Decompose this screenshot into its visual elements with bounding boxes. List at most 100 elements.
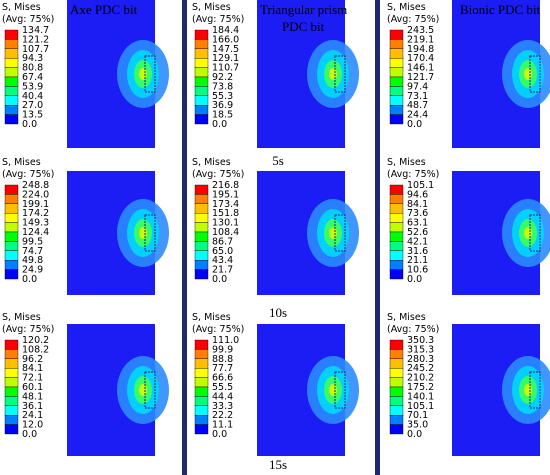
legend-header: S, Mises <box>2 157 41 168</box>
legend-swatch <box>389 349 404 359</box>
bit-mesh <box>334 371 346 409</box>
legend-header: (Avg: 75%) <box>192 14 244 25</box>
legend-swatch <box>194 212 209 223</box>
bit-mesh <box>334 55 346 93</box>
legend-value: 0.0 <box>407 274 422 285</box>
legend-value: 24.9 <box>22 265 43 276</box>
legend-value: 219.1 <box>407 34 434 45</box>
legend-value: 65.0 <box>212 246 233 257</box>
divider <box>182 0 187 475</box>
divider <box>375 0 380 475</box>
legend-value: 53.9 <box>22 81 43 92</box>
legend-value: 248.8 <box>22 180 49 191</box>
legend-swatch <box>389 222 404 233</box>
legend-value: 0.0 <box>407 429 422 440</box>
legend-value: 0.0 <box>407 119 422 130</box>
legend-value: 13.5 <box>22 110 43 121</box>
legend-header: (Avg: 75%) <box>387 169 439 180</box>
legend-swatch <box>194 104 209 115</box>
time-label: 10s <box>269 305 287 320</box>
bit-mesh <box>334 214 346 252</box>
legend-swatch <box>389 260 404 270</box>
legend-swatch <box>389 368 404 378</box>
legend-value: 55.5 <box>212 382 233 393</box>
legend-value: 147.5 <box>212 44 239 55</box>
legend-header: (Avg: 75%) <box>192 169 244 180</box>
legend-swatch <box>194 415 209 425</box>
legend-swatch <box>4 203 19 214</box>
legend-value: 130.1 <box>212 218 239 229</box>
legend-swatch <box>4 67 19 78</box>
legend-swatch <box>389 424 404 435</box>
legend-swatch <box>4 358 19 369</box>
legend-value: 92.2 <box>212 72 233 83</box>
legend-header: S, Mises <box>192 2 231 13</box>
column-title: PDC bit <box>282 19 325 34</box>
legend-swatch <box>194 58 209 68</box>
legend-header: S, Mises <box>192 157 231 168</box>
legend-swatch <box>194 231 209 242</box>
legend-swatch <box>4 269 19 280</box>
legend-value: 48.1 <box>22 391 43 402</box>
legend-swatch <box>4 95 19 106</box>
legend-swatch <box>389 269 404 280</box>
legend-value: 0.0 <box>212 429 227 440</box>
legend-value: 18.5 <box>212 110 233 121</box>
legend-value: 35.0 <box>407 420 428 431</box>
legend-value: 111.0 <box>212 335 239 346</box>
legend-swatch <box>4 222 19 233</box>
legend-value: 70.1 <box>407 410 428 421</box>
legend-header: (Avg: 75%) <box>2 324 54 335</box>
legend-value: 73.1 <box>407 91 428 102</box>
stress-contour <box>139 68 147 80</box>
legend-value: 77.7 <box>212 363 233 374</box>
legend-swatch <box>194 29 209 40</box>
legend-value: 84.1 <box>407 199 428 210</box>
legend-value: 94.3 <box>22 53 43 64</box>
legend-value: 10.6 <box>407 265 428 276</box>
legend-swatch <box>389 29 404 40</box>
legend-header: S, Mises <box>387 312 426 323</box>
legend-value: 121.7 <box>407 72 434 83</box>
legend-value: 24.1 <box>22 410 43 421</box>
legend-swatch <box>194 368 209 378</box>
legend-value: 224.0 <box>22 189 49 200</box>
bit-mesh <box>529 55 541 93</box>
legend-value: 12.0 <box>22 420 43 431</box>
stress-contour <box>329 227 337 239</box>
legend-value: 151.8 <box>212 208 239 219</box>
legend-value: 175.2 <box>407 382 434 393</box>
legend-swatch <box>389 114 404 125</box>
legend-value: 86.7 <box>212 236 233 247</box>
legend-swatch <box>389 386 404 397</box>
legend-value: 99.5 <box>22 236 43 247</box>
legend-value: 243.5 <box>407 25 434 36</box>
legend-swatch <box>389 241 404 251</box>
legend-swatch <box>194 339 209 350</box>
legend-swatch <box>4 114 19 125</box>
legend-swatch <box>389 67 404 78</box>
legend-value: 0.0 <box>22 274 37 285</box>
legend-swatch <box>194 424 209 435</box>
column-title: Triangular prism <box>260 2 347 17</box>
legend-header: (Avg: 75%) <box>2 169 54 180</box>
legend-value: 88.8 <box>212 354 233 365</box>
legend-value: 105.1 <box>407 180 434 191</box>
legend-header: S, Mises <box>2 312 41 323</box>
legend-swatch <box>194 386 209 397</box>
legend-value: 166.0 <box>212 34 239 45</box>
bit-mesh <box>144 214 156 252</box>
legend-swatch <box>389 104 404 115</box>
legend-swatch <box>389 250 404 261</box>
bit-mesh <box>144 371 156 409</box>
legend-value: 96.2 <box>22 354 43 365</box>
legend-swatch <box>389 76 404 87</box>
legend-value: 43.4 <box>212 255 233 266</box>
legend-swatch <box>4 386 19 397</box>
legend-swatch <box>389 39 404 50</box>
legend-swatch <box>389 405 404 416</box>
legend-value: 350.3 <box>407 335 434 346</box>
legend-swatch <box>389 203 404 214</box>
legend-swatch <box>4 415 19 425</box>
legend-swatch <box>194 114 209 125</box>
